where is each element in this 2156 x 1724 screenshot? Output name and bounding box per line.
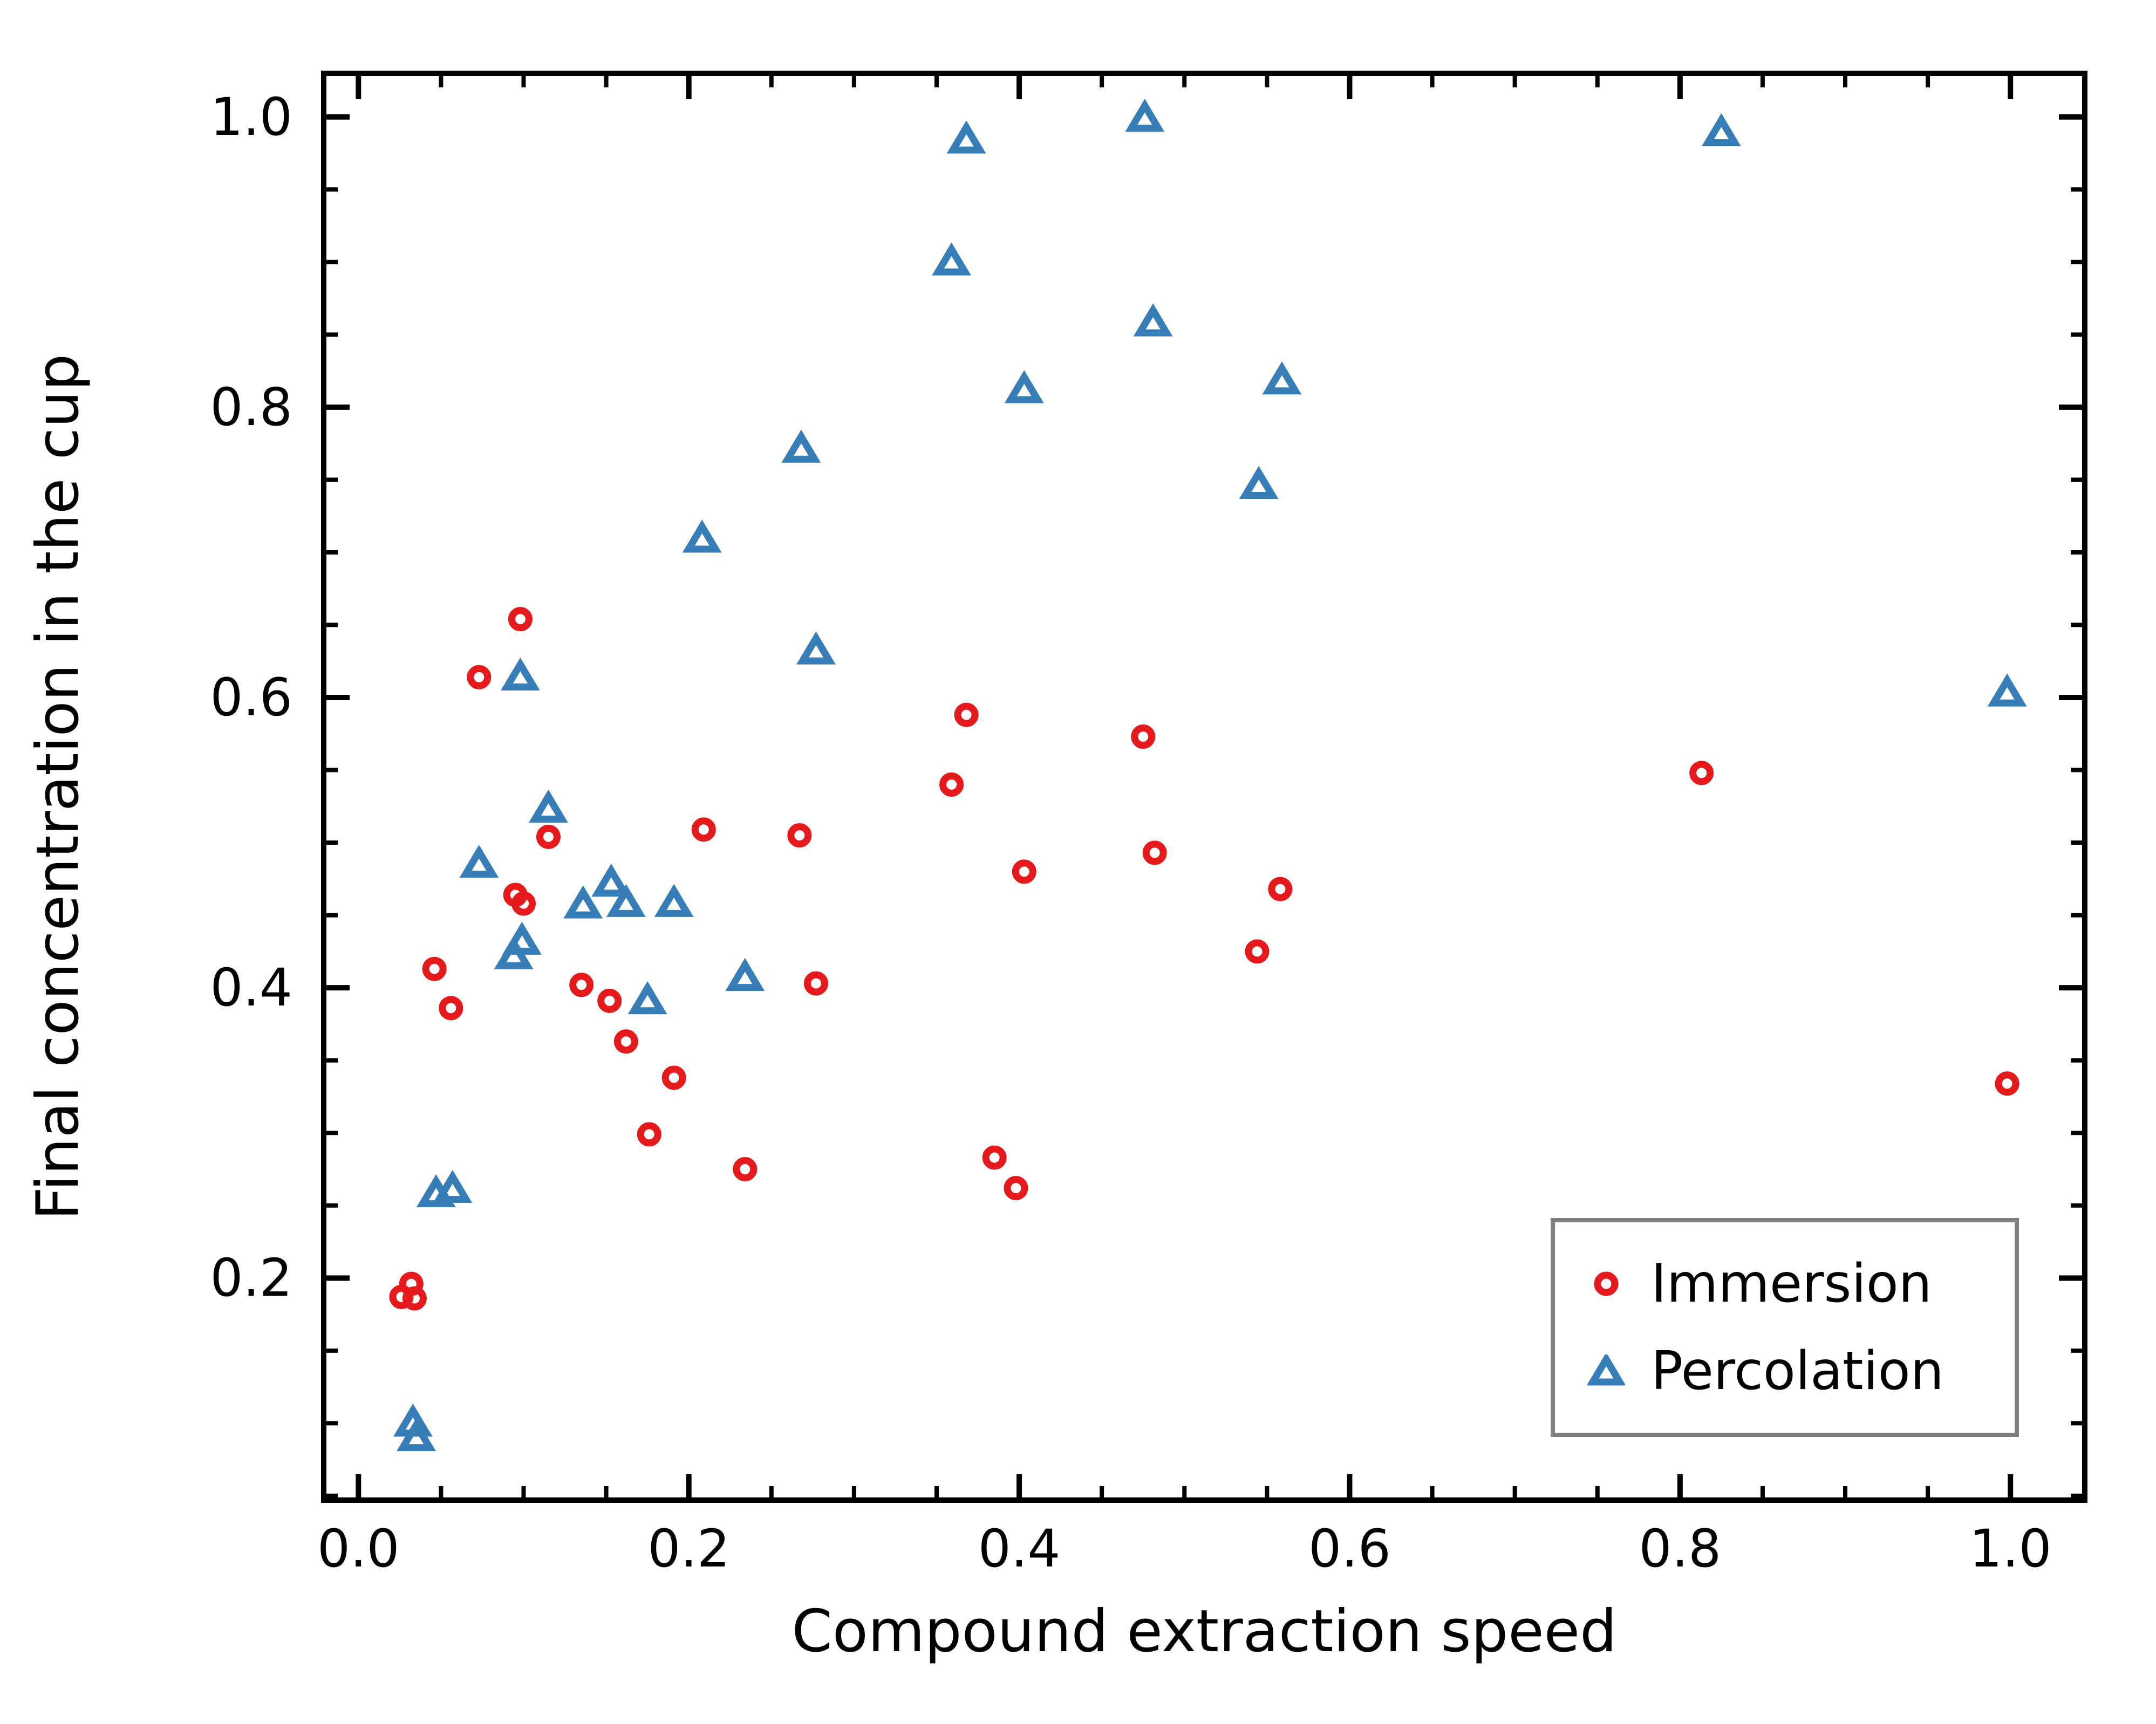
percolation-point xyxy=(946,120,986,154)
legend-item-immersion: Immersion xyxy=(1577,1257,2015,1310)
immersion-point xyxy=(402,1286,427,1311)
y-tick-label: 0.6 xyxy=(210,667,292,728)
percolation-point xyxy=(654,884,694,917)
immersion-point xyxy=(691,817,716,842)
immersion-point xyxy=(1995,1071,2019,1096)
percolation-point xyxy=(1133,303,1173,337)
immersion-point xyxy=(803,971,828,996)
percolation-point xyxy=(433,1169,473,1203)
percolation-point xyxy=(781,429,821,463)
axes-spines xyxy=(321,71,2087,1503)
immersion-point xyxy=(1142,840,1167,865)
legend-item-percolation: Percolation xyxy=(1577,1345,2015,1398)
percolation-point xyxy=(563,885,603,919)
immersion-point xyxy=(954,702,979,727)
y-tick-label: 0.4 xyxy=(210,957,292,1018)
immersion-point xyxy=(439,996,463,1021)
immersion-point xyxy=(637,1122,661,1147)
immersion-point xyxy=(1012,859,1036,884)
immersion-point xyxy=(467,665,492,689)
immersion-point xyxy=(508,607,533,632)
x-tick-label: 1.0 xyxy=(1969,1518,2052,1579)
immersion-point xyxy=(569,973,594,997)
percolation-point xyxy=(1701,113,1741,147)
immersion-point xyxy=(939,772,964,797)
immersion-point xyxy=(422,956,447,981)
immersion-point xyxy=(511,891,536,916)
percolation-point xyxy=(682,519,722,553)
legend: Immersion Percolation xyxy=(1551,1218,2019,1437)
percolation-point xyxy=(1239,466,1279,499)
immersion-point xyxy=(982,1145,1007,1170)
percolation-point xyxy=(397,1418,436,1452)
percolation-point xyxy=(500,657,540,691)
immersion-point xyxy=(1131,724,1156,749)
percolation-point xyxy=(932,242,971,276)
immersion-point xyxy=(787,823,812,848)
y-tick-label: 0.8 xyxy=(210,377,292,437)
percolation-triangle-icon xyxy=(1577,1354,1636,1388)
immersion-point xyxy=(1268,877,1293,901)
x-tick-label: 0.6 xyxy=(1308,1518,1391,1579)
immersion-circle-icon xyxy=(1577,1270,1636,1298)
x-tick-label: 0.2 xyxy=(647,1518,731,1579)
percolation-point xyxy=(591,864,631,897)
y-axis-label: Final concentration in the cup xyxy=(24,353,92,1220)
legend-label-immersion: Immersion xyxy=(1651,1253,1932,1315)
immersion-point xyxy=(597,988,622,1013)
immersion-point xyxy=(661,1065,686,1090)
percolation-point xyxy=(1262,361,1302,395)
percolation-point xyxy=(1125,99,1165,132)
percolation-point xyxy=(796,631,836,665)
x-axis-label: Compound extraction speed xyxy=(792,1598,1617,1665)
x-tick-label: 0.8 xyxy=(1639,1518,1722,1579)
x-tick-label: 0.4 xyxy=(978,1518,1061,1579)
immersion-point xyxy=(733,1157,758,1182)
percolation-point xyxy=(459,845,499,878)
y-tick-label: 1.0 xyxy=(210,86,292,147)
immersion-point xyxy=(613,1029,638,1054)
x-tick-label: 0.0 xyxy=(317,1518,400,1579)
percolation-point xyxy=(606,884,646,917)
immersion-point xyxy=(1004,1175,1028,1200)
percolation-point xyxy=(502,921,542,955)
y-tick-label: 0.2 xyxy=(210,1248,292,1309)
immersion-point xyxy=(1245,939,1270,964)
percolation-point xyxy=(627,981,667,1015)
immersion-point xyxy=(536,824,561,849)
percolation-point xyxy=(725,957,765,991)
legend-label-percolation: Percolation xyxy=(1651,1340,1944,1403)
immersion-point xyxy=(1689,761,1714,785)
percolation-point xyxy=(1004,370,1044,403)
percolation-point xyxy=(1987,673,2027,707)
percolation-point xyxy=(528,789,568,823)
